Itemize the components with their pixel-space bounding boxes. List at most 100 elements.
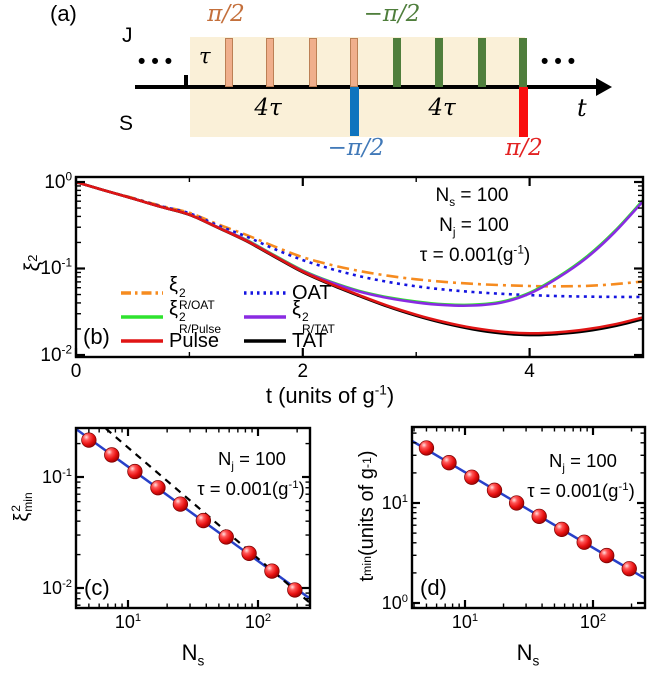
time-axis-label: t (577, 94, 587, 122)
data-point (508, 495, 525, 511)
time-axis-arrow-icon (596, 78, 612, 96)
panel-b-label: (b) (83, 324, 110, 349)
plot-c-xlabel: Ns (181, 640, 205, 669)
data-point (287, 582, 303, 598)
plot-c-content (76, 428, 310, 604)
data-point (218, 529, 234, 545)
data-point (418, 440, 435, 456)
data-point (531, 508, 547, 525)
neg-pi2-pulse-bar-1 (393, 38, 401, 87)
plot-c-frame (74, 426, 312, 610)
neg-pi2-pulse-bar-2 (435, 38, 443, 87)
legend-row: ξ 2 R/Pulse (120, 299, 221, 335)
data-point (241, 545, 257, 562)
plot-d-annotation-tau: τ = 0.001(g-1) (527, 480, 635, 501)
panel-d-label: (d) (420, 575, 447, 600)
legend-row: ξ 2 R/OAT (120, 275, 215, 311)
plot-b-annotation-tau: τ = 0.001(g-1) (419, 243, 531, 266)
neg-pi2-bottom-label: −π/2 (327, 135, 385, 161)
tick-label: 10-1 (42, 467, 72, 487)
sequence-start-tick (184, 75, 188, 86)
tick-label: 4 (524, 361, 535, 382)
ellipsis-right: ••• (541, 50, 582, 73)
plot-d-frame (410, 425, 647, 610)
tick-label: 100 (44, 170, 72, 193)
four-tau-label-2: 4τ (428, 95, 456, 121)
pi2-pulse-bar-4 (350, 38, 358, 87)
series-curve-oat (76, 180, 643, 299)
legend-swatch (244, 315, 286, 319)
plot-c-annotation-tau: τ = 0.001(g-1) (197, 478, 305, 499)
plot-b-ticks (74, 177, 643, 357)
legend-row: Pulse (120, 329, 219, 353)
series-curve-r-oat (76, 180, 643, 288)
neg-pi2-top-label: −π/2 (363, 1, 421, 27)
ellipsis-left: ••• (138, 50, 179, 73)
data-point (599, 547, 615, 564)
tick-label: 10-1 (40, 256, 72, 279)
tau-label: τ (199, 44, 211, 68)
neg-pi2-pulse-bar-4 (519, 38, 527, 87)
data-point (621, 561, 637, 577)
s-line-label: S (119, 112, 134, 135)
legend-label: ξ 2 R/Pulse (169, 298, 221, 336)
tick-label: 101 (114, 612, 142, 632)
tick-label: 101 (451, 612, 479, 632)
legend-label: TAT (292, 330, 327, 352)
data-point (104, 447, 120, 463)
data-point (150, 480, 166, 496)
data-point (81, 432, 97, 448)
s-neg-pi2-pulse-bar (350, 87, 359, 136)
plot-d-content (412, 439, 645, 580)
series-curve-pulse (76, 180, 643, 335)
data-point (486, 482, 503, 498)
tick-label: 2 (297, 361, 309, 382)
data-point (195, 512, 212, 529)
plot-c-annotation-nj: Nj = 100 (218, 448, 286, 473)
plot-b-xlabel: t (units of g-1) (265, 382, 395, 408)
pi2-pulse-bar-2 (266, 38, 274, 87)
legend-swatch (121, 339, 163, 343)
legend-label: OAT (292, 282, 332, 304)
tick-label: 10-2 (42, 578, 72, 598)
legend-row: TAT (243, 329, 327, 353)
tick-label: 10-2 (40, 343, 72, 366)
plot-b-annotation-ns: Ns = 100 (435, 185, 509, 209)
data-point (441, 455, 457, 471)
plot-b-series (76, 180, 643, 337)
plot-d-xlabel: Ns (516, 640, 540, 669)
j-line-label: J (122, 24, 133, 47)
plot-d-ticks (412, 427, 645, 609)
tick-label: 100 (381, 593, 408, 613)
neg-pi2-pulse-bar-3 (478, 38, 486, 87)
tick-label: 101 (381, 493, 408, 513)
legend-row: ξ 2 R/TAT (243, 299, 335, 335)
legend-swatch (244, 291, 286, 295)
plot-c-ticks (76, 428, 310, 608)
tick-label: 102 (579, 612, 607, 632)
pi2-bottom-label: π/2 (505, 135, 543, 161)
data-point (127, 463, 143, 480)
pi2-pulse-bar-3 (309, 38, 317, 87)
tick-label: 0 (70, 361, 82, 382)
pi2-top-label: π/2 (207, 1, 245, 27)
panel-c-label: (c) (84, 575, 110, 600)
data-point (464, 469, 480, 485)
legend-row: OAT (243, 281, 332, 305)
legend-swatch (121, 291, 163, 295)
four-tau-label-1: 4τ (254, 95, 282, 121)
panel-a-label: (a) (50, 1, 77, 26)
plot-b-annotation-nj: Nj = 100 (439, 215, 509, 239)
plot-b-frame (74, 175, 645, 359)
data-point (172, 496, 189, 512)
legend-swatch (244, 339, 286, 343)
data-point (576, 534, 592, 550)
time-axis (135, 85, 598, 89)
tick-label: 102 (244, 612, 272, 632)
legend-label: Pulse (169, 330, 220, 352)
plot-d-ylabel: t min (units of g -1) (355, 450, 378, 582)
legend-swatch (121, 315, 163, 319)
pi2-pulse-bar-1 (225, 38, 233, 87)
